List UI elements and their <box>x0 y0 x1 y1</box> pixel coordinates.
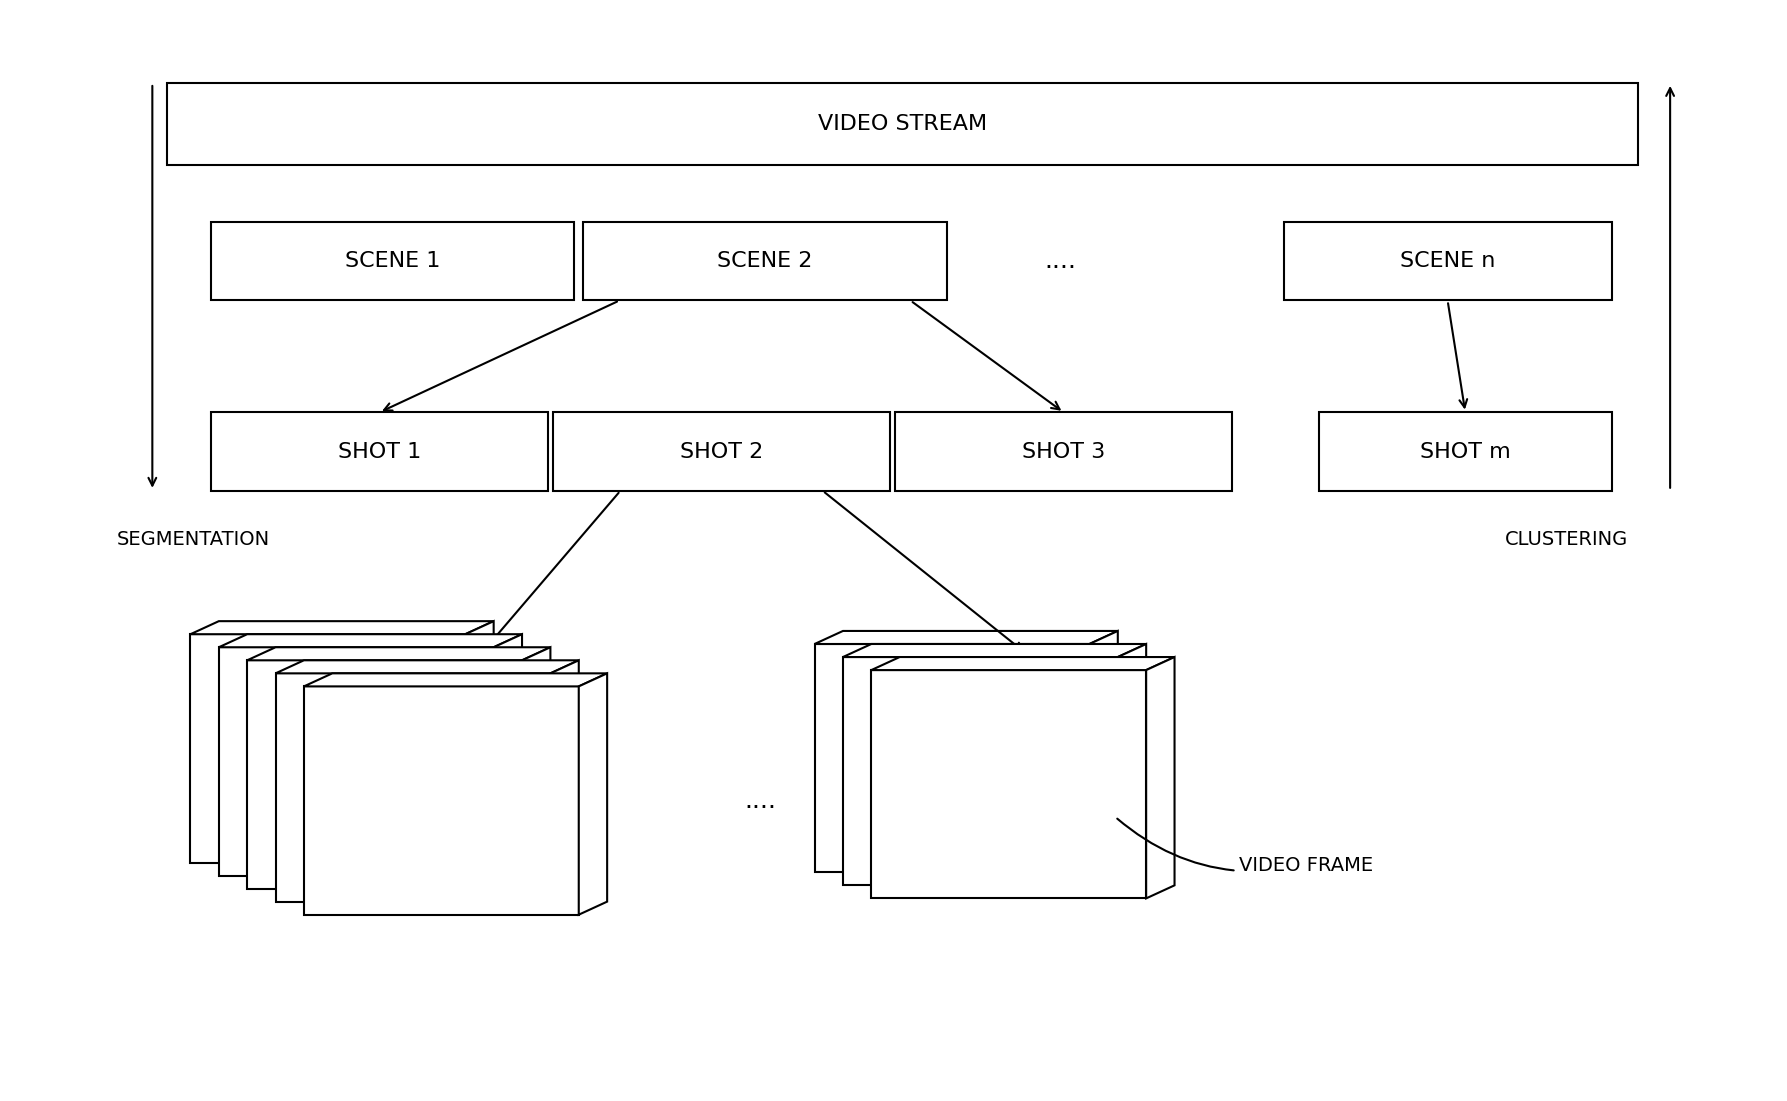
Polygon shape <box>247 647 550 661</box>
Bar <box>247 661 522 889</box>
Bar <box>872 671 1145 898</box>
Text: SHOT 3: SHOT 3 <box>1022 442 1106 461</box>
Bar <box>552 413 890 491</box>
Text: ....: .... <box>1044 249 1076 273</box>
Bar <box>218 647 493 875</box>
Polygon shape <box>1090 631 1119 872</box>
Text: CLUSTERING: CLUSTERING <box>1505 530 1628 549</box>
Polygon shape <box>218 634 522 647</box>
Text: SHOT m: SHOT m <box>1421 442 1510 461</box>
Text: SCENE n: SCENE n <box>1399 251 1496 271</box>
Polygon shape <box>522 647 550 889</box>
Polygon shape <box>815 631 1119 644</box>
Polygon shape <box>275 661 579 674</box>
Bar <box>191 634 465 862</box>
Polygon shape <box>1145 657 1174 898</box>
Bar <box>1319 413 1612 491</box>
Bar <box>166 83 1639 164</box>
Bar <box>275 674 550 902</box>
Polygon shape <box>872 657 1174 671</box>
Text: SCENE 2: SCENE 2 <box>717 251 813 271</box>
Bar <box>815 644 1090 872</box>
Bar <box>843 657 1119 885</box>
Text: SHOT 2: SHOT 2 <box>679 442 763 461</box>
Bar <box>583 222 947 301</box>
Bar <box>211 222 574 301</box>
Polygon shape <box>465 621 493 862</box>
Polygon shape <box>1119 644 1145 885</box>
Bar <box>211 413 549 491</box>
Text: SEGMENTATION: SEGMENTATION <box>116 530 270 549</box>
Polygon shape <box>843 644 1145 657</box>
Polygon shape <box>550 661 579 902</box>
Text: ....: .... <box>745 788 777 813</box>
Polygon shape <box>493 634 522 875</box>
Text: VIDEO FRAME: VIDEO FRAME <box>1117 819 1374 875</box>
Text: VIDEO STREAM: VIDEO STREAM <box>818 113 986 134</box>
Text: SCENE 1: SCENE 1 <box>345 251 440 271</box>
Bar <box>895 413 1233 491</box>
Bar <box>1283 222 1612 301</box>
Polygon shape <box>304 674 608 686</box>
Polygon shape <box>191 621 493 634</box>
Text: SHOT 1: SHOT 1 <box>338 442 422 461</box>
Polygon shape <box>579 674 608 915</box>
Text: ....: .... <box>1170 439 1203 464</box>
Bar <box>304 686 579 915</box>
